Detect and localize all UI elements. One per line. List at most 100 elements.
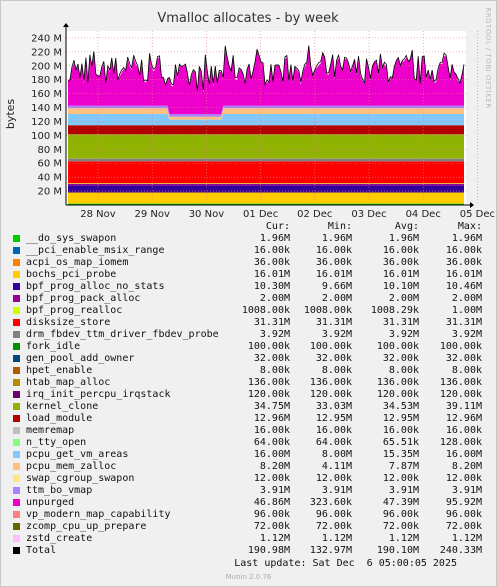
legend-min: 1.12M (321, 533, 352, 544)
legend-header: Cur: Min: Avg: Max: (12, 221, 484, 233)
x-tick-label: 30 Nov (189, 209, 225, 220)
legend-cur: 64.00k (253, 437, 290, 448)
legend-min: 33.03M (315, 401, 352, 412)
header-avg: Avg: (394, 221, 419, 232)
grid-lines (66, 31, 478, 205)
legend-cur: 10.30M (253, 281, 290, 292)
legend-max: 1.00M (451, 305, 482, 316)
legend-min: 120.00k (309, 389, 352, 400)
legend-row: fork_idle 100.00k 100.00k 100.00k 100.00k (12, 341, 484, 353)
x-tick-label: 04 Dec (406, 209, 441, 220)
legend-name: kernel_clone (26, 401, 99, 412)
legend-swatch (13, 331, 20, 338)
legend-swatch (13, 487, 20, 494)
legend-avg: 34.53M (382, 401, 419, 412)
legend-name: unpurged (26, 497, 75, 508)
legend-max: 96.00k (445, 509, 482, 520)
legend-row: gen_pool_add_owner 32.00k 32.00k 32.00k 32.0… (12, 353, 484, 365)
y-tick-labels: 20 M 40 M 60 M 80 M 100 M 120 M 140 M 160 M 180 … (31, 33, 62, 197)
series-line-total (67, 45, 465, 92)
legend-cur: 100.00k (247, 341, 290, 352)
legend-avg: 16.00k (382, 245, 419, 256)
legend-name: disksize_store (26, 317, 111, 328)
legend-avg: 32.00k (382, 353, 419, 364)
x-tick-labels: 28 Nov 29 Nov 30 Nov 01 Dec 02 Dec 03 Dec 04 D… (80, 209, 495, 220)
legend-swatch (13, 367, 20, 374)
legend-avg: 10.10M (382, 281, 419, 292)
legend-swatch (13, 463, 20, 470)
legend-swatch (13, 259, 20, 266)
legend-cur: 120.00k (247, 389, 290, 400)
legend-max: 10.46M (445, 281, 482, 292)
legend-avg: 12.00k (382, 473, 419, 484)
legend-swatch (13, 307, 20, 314)
area-pcpu_get_vm_areas (68, 114, 464, 126)
y-tick-label: 100 M (31, 131, 62, 142)
legend-swatch (13, 391, 20, 398)
legend-swatch (13, 415, 20, 422)
legend-max: 240.33M (439, 545, 482, 556)
last-update: Last update: Sat Dec 6 05:00:05 2025 (234, 558, 457, 569)
legend-max: 16.00k (445, 245, 482, 256)
legend-name: bochs_pci_probe (26, 269, 117, 280)
legend-min: 96.00k (315, 509, 352, 520)
legend-min: 1008.00k (303, 305, 352, 316)
legend-swatch (13, 319, 20, 326)
legend-max: 16.00M (445, 449, 482, 460)
legend-row: unpurged 46.86M 323.60k 47.39M 95.92M (12, 497, 484, 509)
legend-min: 16.00k (315, 245, 352, 256)
legend-name: Total (26, 545, 57, 556)
legend-rows: __do_sys_swapon 1.96M 1.96M 1.96M 1.96M __pci… (12, 233, 484, 557)
legend-max: 36.00k (445, 257, 482, 268)
legend-row: load_module 12.96M 12.95M 12.95M 12.96M (12, 413, 484, 425)
legend-row: vp_modern_map_capability 96.00k 96.00k 96.0… (12, 509, 484, 521)
legend-max: 1.12M (451, 533, 482, 544)
legend-name: pcpu_get_vm_areas (26, 449, 129, 460)
y-tick-label: 20 M (37, 187, 62, 198)
legend-swatch (13, 499, 20, 506)
header-max: Max: (457, 221, 482, 232)
legend-cur: 12.96M (253, 413, 290, 424)
legend-cur: 36.00k (253, 257, 290, 268)
legend-swatch (13, 295, 20, 302)
legend-avg: 96.00k (382, 509, 419, 520)
legend-avg: 100.00k (376, 341, 419, 352)
legend-avg: 7.87M (388, 461, 419, 472)
area-unpurged (68, 47, 464, 114)
legend-swatch (13, 235, 20, 242)
legend-min: 31.31M (315, 317, 352, 328)
legend-row: memremap 16.00k 16.00k 16.00k 16.00k (12, 425, 484, 437)
legend-min: 36.00k (315, 257, 352, 268)
area-ttm_bo_vmap (68, 105, 464, 117)
legend-name: bpf_prog_alloc_no_stats (26, 281, 165, 292)
legend-max: 1.96M (451, 233, 482, 244)
legend-avg: 8.00k (388, 365, 419, 376)
y-tick-label: 60 M (37, 159, 62, 170)
legend-max: 31.31M (445, 317, 482, 328)
area-bpf_prog_pack_alloc (68, 183, 464, 186)
legend-row: n_tty_open 64.00k 64.00k 65.51k 128.00k (12, 437, 484, 449)
area-load_module (68, 125, 464, 135)
legend-min: 323.60k (309, 497, 352, 508)
legend-avg: 12.95M (382, 413, 419, 424)
legend-max: 8.20M (451, 461, 482, 472)
legend-avg: 72.00k (382, 521, 419, 532)
y-axis-arrow (63, 23, 69, 27)
legend-cur: 31.31M (253, 317, 290, 328)
legend-avg: 16.01M (382, 269, 419, 280)
legend-swatch (13, 523, 20, 530)
legend-name: n_tty_open (26, 437, 87, 448)
legend-avg: 1008.29k (370, 305, 419, 316)
legend-avg: 1.96M (388, 233, 419, 244)
legend-cur: 1008.00k (241, 305, 290, 316)
legend-max: 3.92M (451, 329, 482, 340)
legend-cur: 8.00k (259, 365, 290, 376)
legend-row: bpf_prog_pack_alloc 2.00M 2.00M 2.00M 2.00M (12, 293, 484, 305)
legend-min: 100.00k (309, 341, 352, 352)
legend-min: 64.00k (315, 437, 352, 448)
legend-max: 136.00k (439, 377, 482, 388)
legend-min: 3.91M (321, 485, 352, 496)
legend-max: 2.00M (451, 293, 482, 304)
legend-name: bpf_prog_realloc (26, 305, 123, 316)
legend-cur: 8.20M (259, 461, 290, 472)
